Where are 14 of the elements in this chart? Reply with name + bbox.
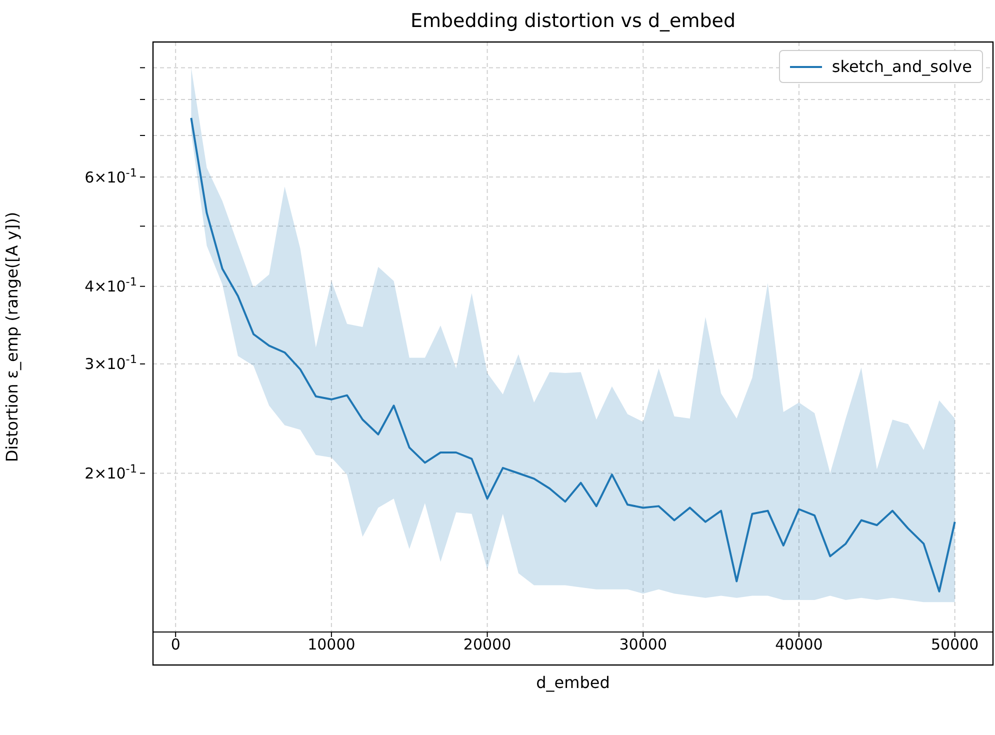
x-tick-label: 0 bbox=[170, 636, 180, 654]
y-tick-label: 4×10$^{-1}$ bbox=[84, 275, 137, 296]
y-tick-label: 6×10$^{-1}$ bbox=[84, 166, 137, 186]
legend-label: sketch_and_solve bbox=[832, 57, 972, 76]
x-tick-label: 40000 bbox=[775, 636, 823, 654]
x-tick-label: 50000 bbox=[930, 636, 979, 654]
x-axis-title: d_embed bbox=[536, 673, 610, 692]
y-tick-label: 2×10$^{-1}$ bbox=[84, 462, 137, 482]
y-tick-label: 3×10$^{-1}$ bbox=[84, 352, 137, 374]
x-tick-label: 20000 bbox=[463, 636, 512, 654]
x-tick-label: 30000 bbox=[619, 636, 667, 654]
x-tick-label: 10000 bbox=[308, 636, 356, 654]
chart-title: Embedding distortion vs d_embed bbox=[409, 10, 737, 32]
y-axis-title: Distortion ε_emp (range([A y])) bbox=[2, 212, 22, 462]
